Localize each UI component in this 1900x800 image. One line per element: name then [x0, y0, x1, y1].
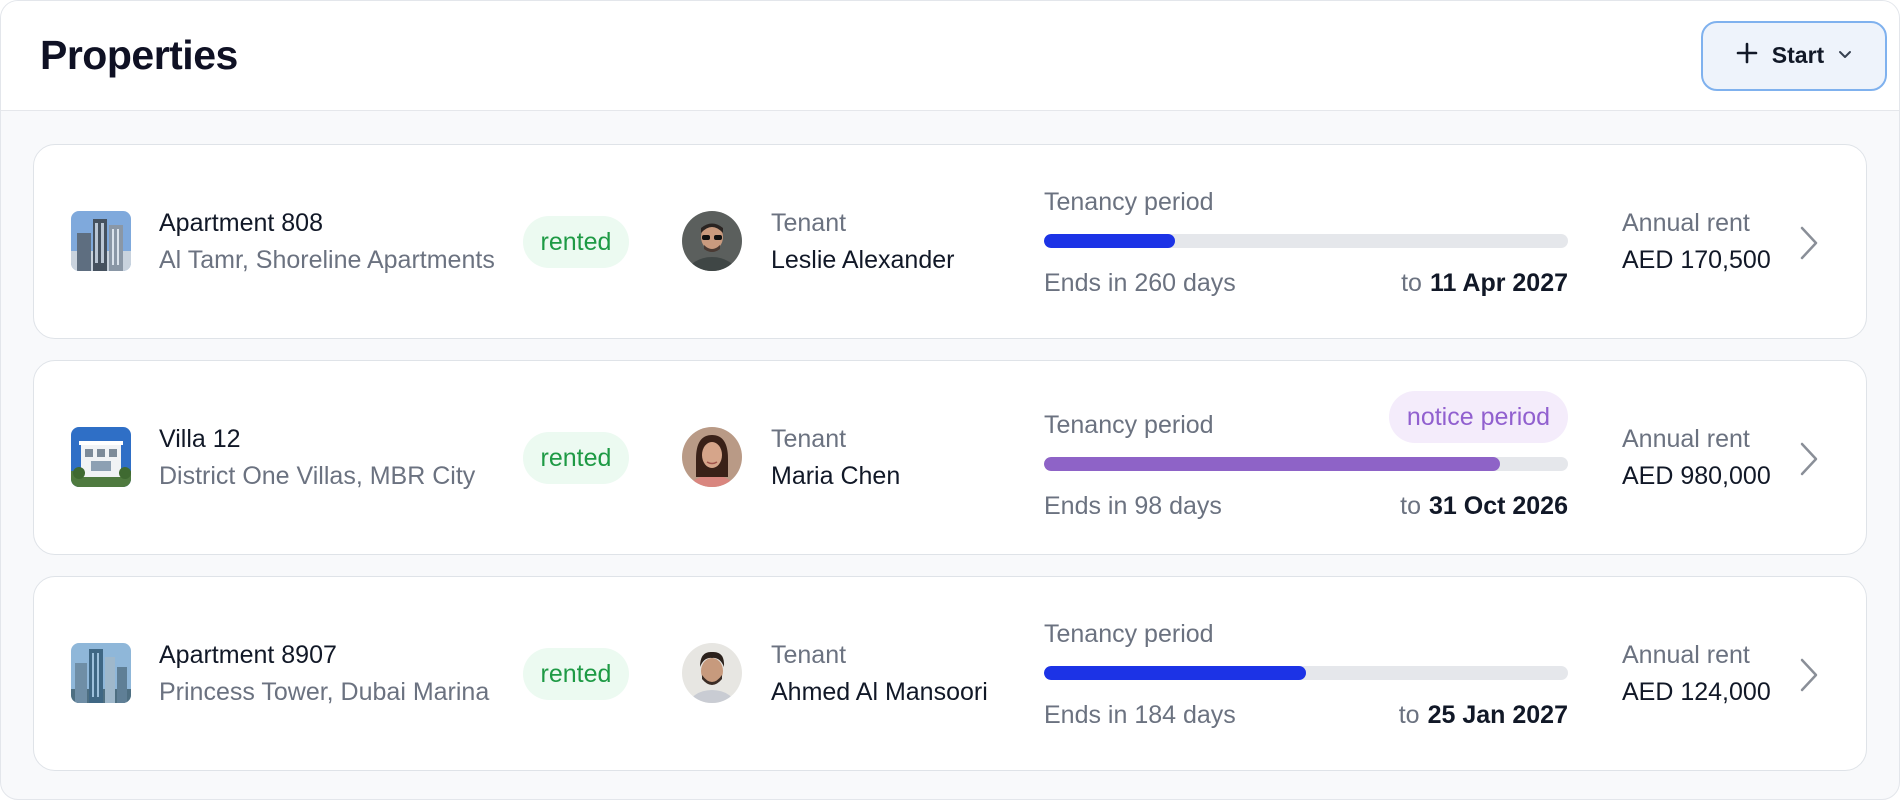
tenancy-end-date: to 11 Apr 2027	[1044, 269, 1568, 298]
tenant-name: Maria Chen	[771, 462, 901, 490]
tenancy-end-date: to 25 Jan 2027	[1044, 701, 1568, 730]
start-button-label: Start	[1771, 42, 1825, 68]
annual-rent-label: Annual rent	[1622, 209, 1750, 237]
chevron-down-icon	[1838, 47, 1852, 65]
tenancy-ends-in: Ends in 260 days	[1044, 269, 1236, 297]
end-date-prefix: to	[1401, 269, 1422, 297]
tenant-avatar	[682, 211, 742, 271]
tenant-avatar	[682, 427, 742, 487]
notice-period-badge: notice period	[1389, 391, 1568, 443]
property-card[interactable]: Villa 12 District One Villas, MBR City r…	[33, 360, 1867, 555]
annual-rent-value: AED 124,000	[1622, 678, 1771, 706]
end-date-prefix: to	[1400, 492, 1421, 520]
property-name: Apartment 8907	[159, 641, 337, 669]
end-date-value: 11 Apr 2027	[1429, 269, 1568, 297]
property-list: Apartment 808 Al Tamr, Shoreline Apartme…	[1, 111, 1899, 771]
tenancy-period-label: Tenancy period	[1044, 411, 1214, 439]
chevron-right-icon[interactable]	[1798, 657, 1820, 693]
tenancy-progress-fill	[1044, 234, 1175, 248]
status-badge: rented	[523, 648, 629, 700]
page-title: Properties	[40, 32, 238, 78]
tenancy-progress-bar	[1044, 666, 1568, 680]
property-card[interactable]: Apartment 8907 Princess Tower, Dubai Mar…	[33, 576, 1867, 771]
annual-rent-value: AED 980,000	[1622, 462, 1771, 490]
tenancy-ends-in: Ends in 98 days	[1044, 492, 1222, 520]
property-card[interactable]: Apartment 808 Al Tamr, Shoreline Apartme…	[33, 144, 1867, 339]
status-badge: rented	[523, 216, 629, 268]
tenancy-period-label: Tenancy period	[1044, 620, 1214, 648]
annual-rent-value: AED 170,500	[1622, 246, 1771, 274]
property-name: Apartment 808	[159, 209, 323, 237]
tenancy-progress-fill	[1044, 666, 1306, 680]
end-date-prefix: to	[1398, 701, 1420, 729]
tenancy-progress-fill	[1044, 457, 1500, 471]
tenant-avatar	[682, 643, 742, 703]
tenancy-end-date: to 31 Oct 2026	[1044, 492, 1568, 521]
property-address: Al Tamr, Shoreline Apartments	[159, 246, 495, 274]
property-address: Princess Tower, Dubai Marina	[159, 678, 490, 706]
end-date-value: 25 Jan 2027	[1427, 701, 1568, 729]
tenant-name: Leslie Alexander	[771, 246, 955, 274]
annual-rent-label: Annual rent	[1622, 425, 1750, 453]
plus-icon	[1736, 42, 1758, 69]
end-date-value: 31 Oct 2026	[1429, 492, 1568, 520]
tenant-label: Tenant	[771, 425, 847, 453]
tenancy-ends-in: Ends in 184 days	[1044, 701, 1236, 729]
tenancy-period-label: Tenancy period	[1044, 188, 1214, 216]
tenant-label: Tenant	[771, 209, 847, 237]
property-address: District One Villas, MBR City	[159, 462, 476, 490]
tenant-name: Ahmed Al Mansoori	[771, 678, 988, 706]
chevron-right-icon[interactable]	[1798, 441, 1820, 477]
chevron-right-icon[interactable]	[1798, 225, 1820, 261]
tenancy-progress-bar	[1044, 457, 1568, 471]
page-header: Properties Start	[1, 1, 1899, 111]
tenancy-progress-bar	[1044, 234, 1568, 248]
annual-rent-label: Annual rent	[1622, 641, 1750, 669]
property-thumbnail	[71, 427, 131, 487]
property-thumbnail	[71, 643, 131, 703]
tenant-label: Tenant	[771, 641, 847, 669]
status-badge: rented	[523, 432, 629, 484]
property-thumbnail	[71, 211, 131, 271]
start-button[interactable]: Start	[1701, 20, 1887, 91]
property-name: Villa 12	[159, 425, 241, 453]
